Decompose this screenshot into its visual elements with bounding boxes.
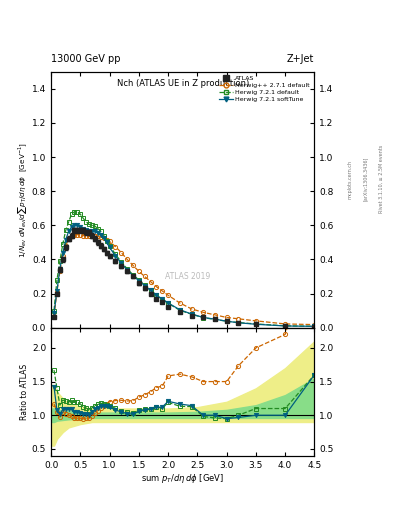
Y-axis label: Ratio to ATLAS: Ratio to ATLAS (20, 364, 29, 420)
Text: Nch (ATLAS UE in Z production): Nch (ATLAS UE in Z production) (117, 79, 249, 89)
Text: ATLAS 2019: ATLAS 2019 (165, 272, 211, 281)
Text: mcplots.cern.ch: mcplots.cern.ch (347, 160, 352, 199)
X-axis label: sum $p_{T}/d\eta\,d\phi$ [GeV]: sum $p_{T}/d\eta\,d\phi$ [GeV] (141, 472, 224, 485)
Text: [arXiv:1306.3436]: [arXiv:1306.3436] (363, 157, 368, 201)
Text: 13000 GeV pp: 13000 GeV pp (51, 54, 121, 64)
Text: Z+Jet: Z+Jet (287, 54, 314, 64)
Y-axis label: $1/N_{ev}$ $dN_{ev}/d\sum p_{T}/d\eta\,d\phi$  [GeV$^{-1}$]: $1/N_{ev}$ $dN_{ev}/d\sum p_{T}/d\eta\,d… (16, 142, 29, 258)
Legend: ATLAS, Herwig++ 2.7.1 default, Herwig 7.2.1 default, Herwig 7.2.1 softTune: ATLAS, Herwig++ 2.7.1 default, Herwig 7.… (218, 75, 311, 103)
Text: Rivet 3.1.10, ≥ 2.5M events: Rivet 3.1.10, ≥ 2.5M events (379, 145, 384, 214)
